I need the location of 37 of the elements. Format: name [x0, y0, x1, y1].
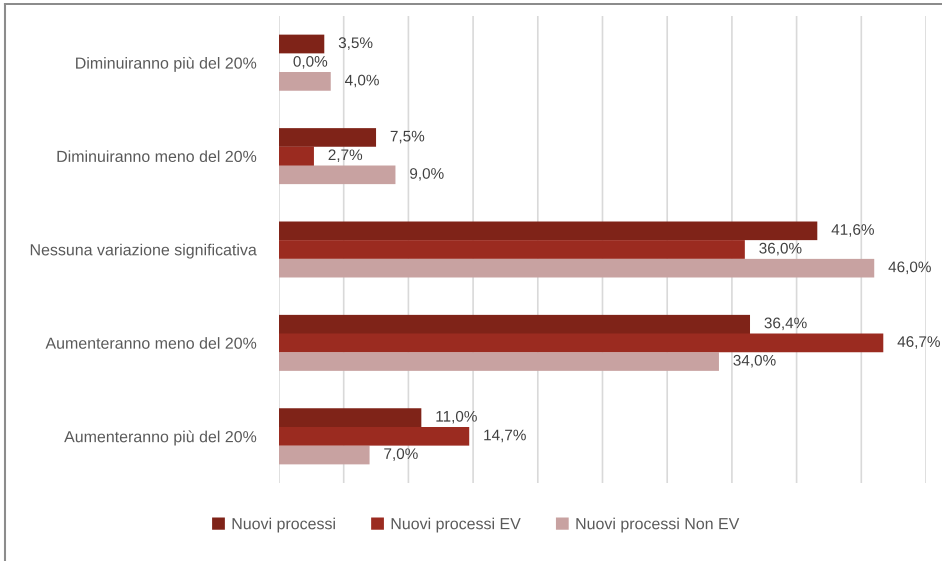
legend-label: Nuovi processi Non EV: [576, 518, 740, 532]
data-label: 46,7%: [898, 336, 940, 349]
bar: [279, 408, 422, 427]
y-tick-label: Aumenteranno meno del 20%: [46, 337, 256, 349]
data-label: 7,0%: [384, 448, 418, 461]
bar: [279, 446, 370, 464]
bar: [279, 128, 376, 147]
data-label: 11,0%: [436, 410, 477, 424]
bar: [279, 165, 396, 184]
bar: [279, 258, 874, 278]
data-label: 4,0%: [345, 74, 379, 88]
data-label: 36,4%: [764, 318, 807, 330]
data-label: 2,7%: [328, 149, 362, 162]
bar: [279, 34, 324, 54]
data-label: 41,6%: [832, 224, 874, 237]
data-label: 34,0%: [733, 354, 776, 368]
y-tick-label: Nessuna variazione significativa: [30, 244, 257, 259]
legend-label: Nuovi processi: [232, 518, 335, 532]
bar: [279, 72, 331, 91]
bar: [279, 146, 314, 166]
bar: [279, 426, 470, 446]
y-tick-label: Diminuiranno meno del 20%: [57, 150, 256, 162]
bar: [279, 334, 884, 352]
bar: [279, 221, 818, 240]
data-label: 46,0%: [888, 261, 931, 274]
bar: [279, 314, 750, 334]
bar: [279, 352, 719, 371]
data-label: 7,5%: [390, 130, 424, 144]
legend-label: Nuovi processi EV: [392, 518, 521, 532]
data-label: 3,5%: [338, 37, 372, 50]
bar: [279, 240, 745, 259]
data-label: 14,7%: [484, 430, 526, 442]
data-label: 9,0%: [410, 168, 444, 181]
y-tick-label: Aumenteranno più del 20%: [64, 430, 256, 446]
y-tick-label: Diminuiranno più del 20%: [76, 56, 256, 72]
data-label: 36,0%: [759, 242, 802, 256]
data-label: 0,0%: [293, 56, 328, 69]
